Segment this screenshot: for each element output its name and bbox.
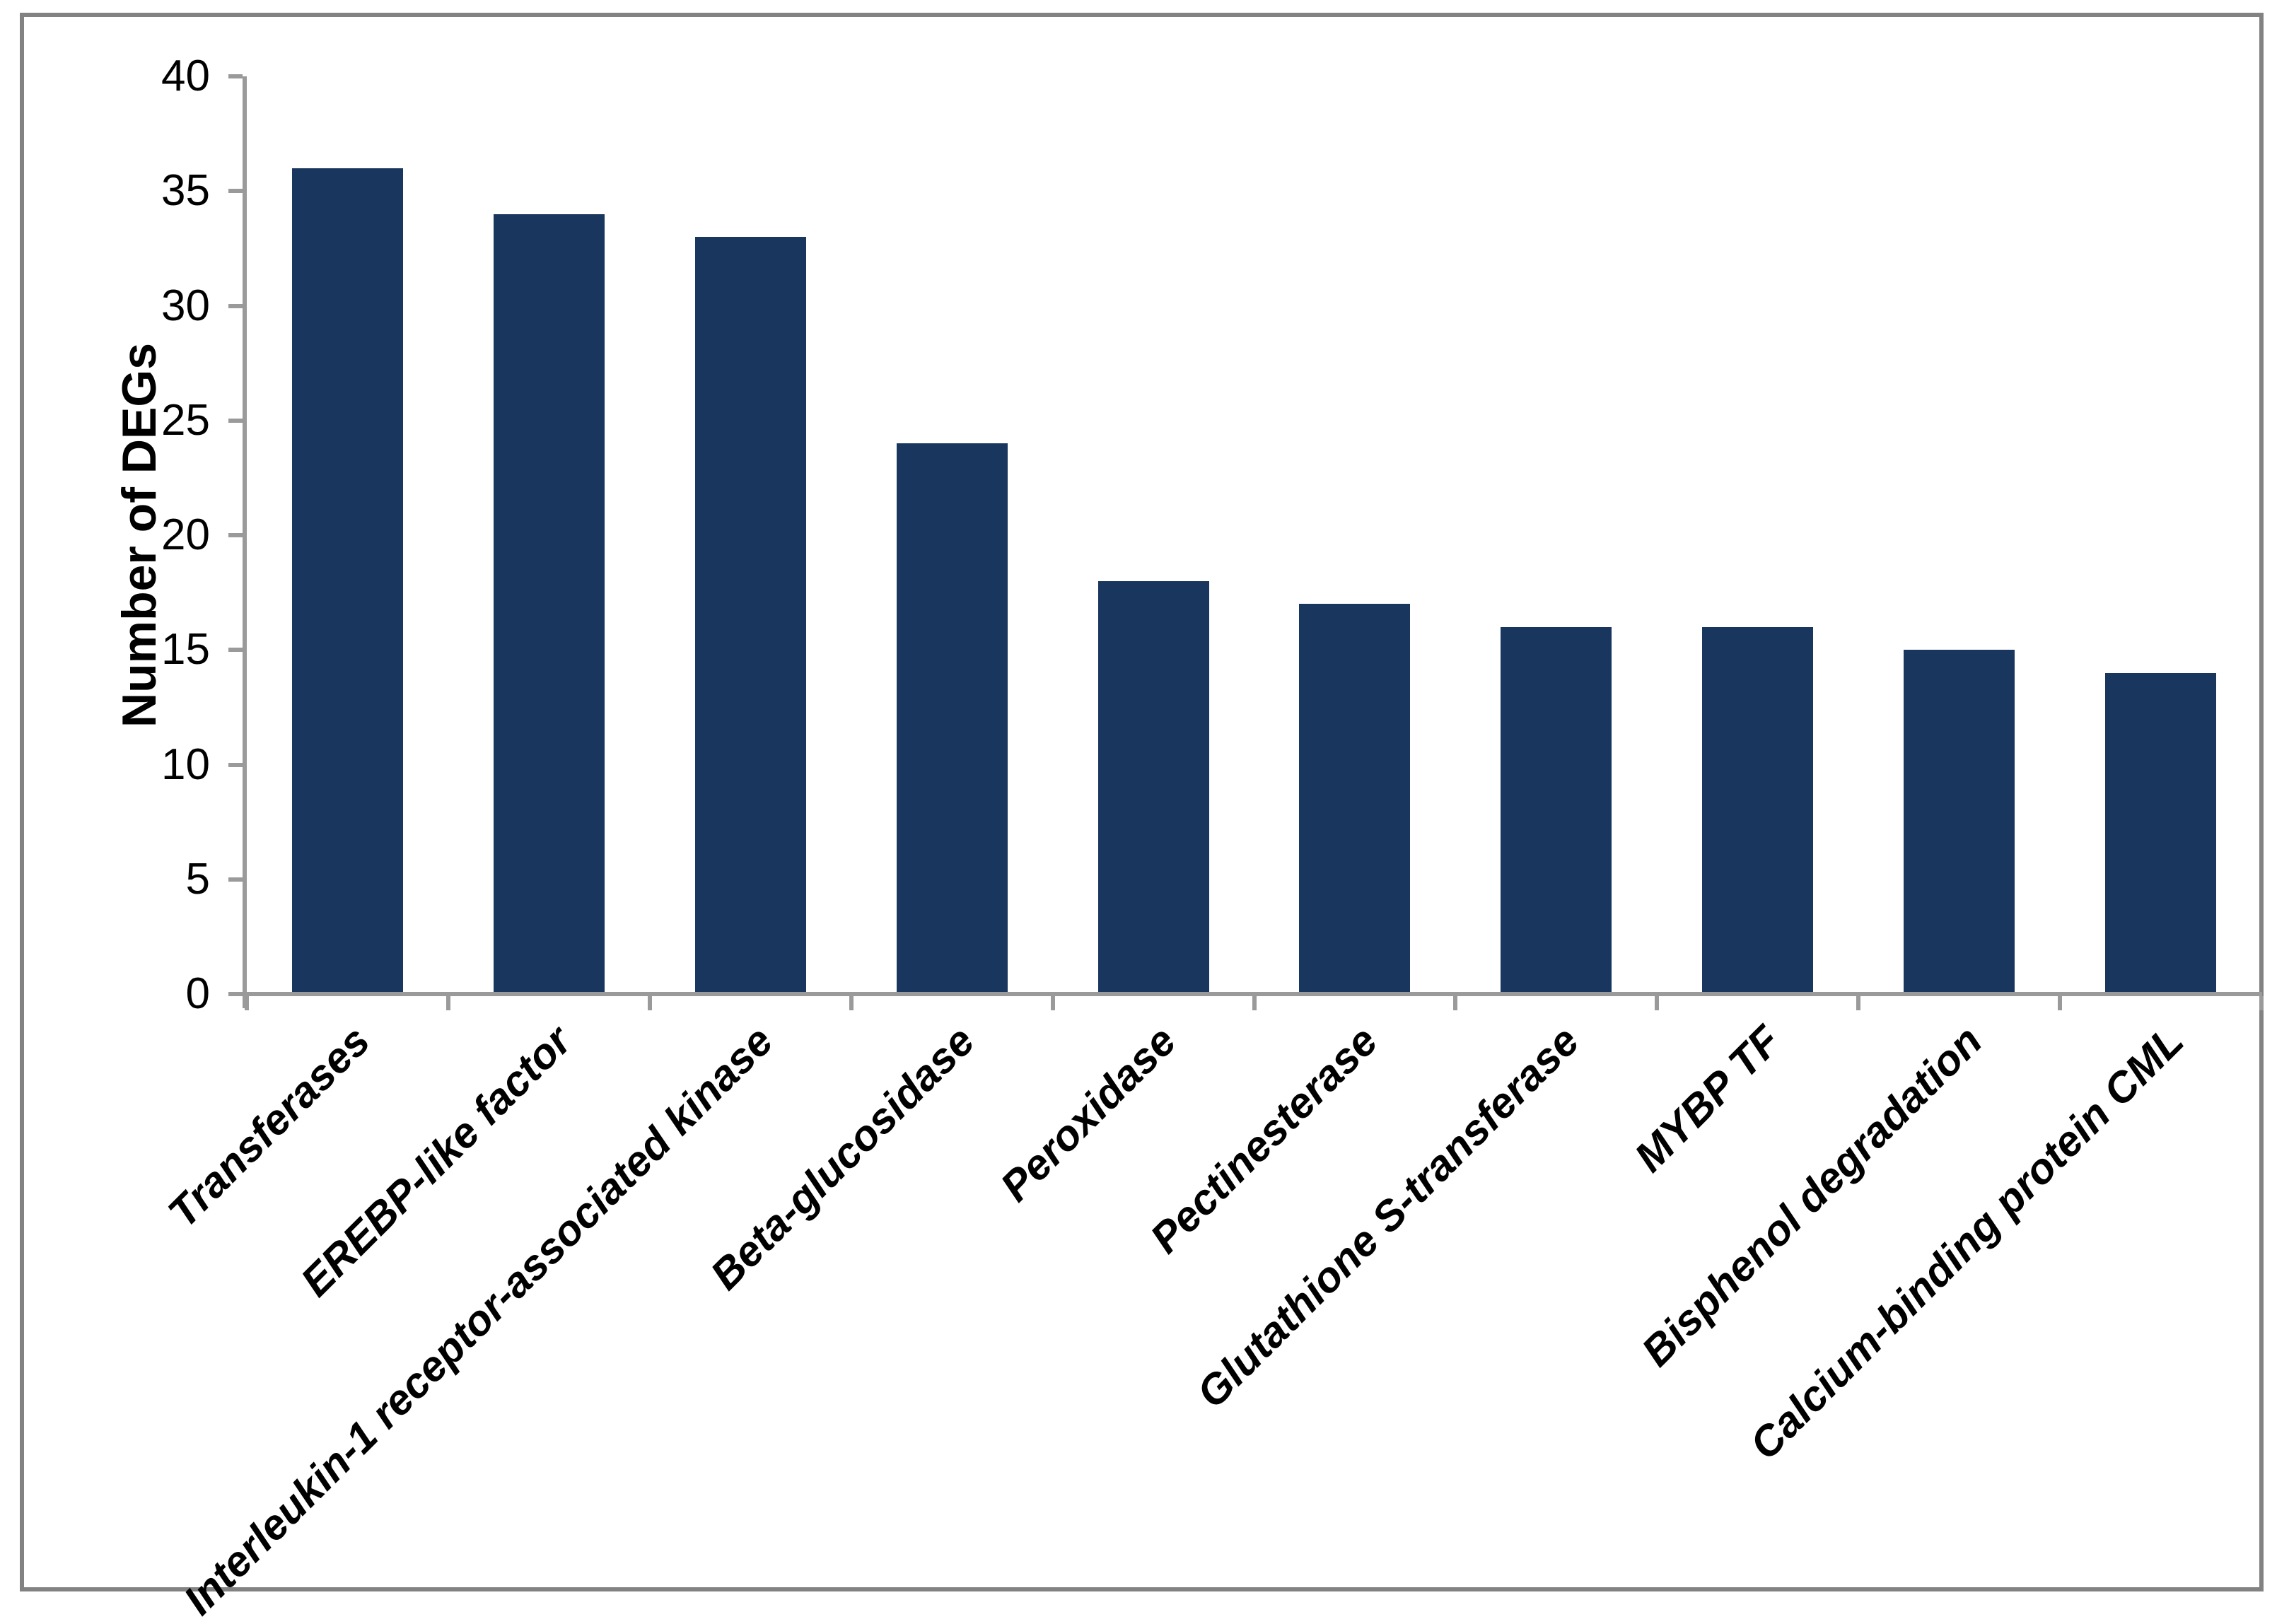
x-category-label: Transferases <box>159 1017 379 1237</box>
bar-bisphenol-degradation <box>1904 650 2015 994</box>
y-tick-mark <box>228 877 243 882</box>
bar-mybp-tf <box>1702 626 1814 994</box>
bar-beta-glucosidase <box>896 443 1008 994</box>
x-tick-mark <box>1453 996 1458 1010</box>
bar-peroxidase <box>1097 580 1209 994</box>
y-tick-mark <box>228 992 243 996</box>
y-tick-mark <box>228 762 243 767</box>
x-tick-mark <box>245 996 249 1010</box>
y-tick-label: 25 <box>161 395 210 445</box>
x-category-label: Bisphenol degradation <box>1632 1017 1991 1376</box>
y-axis-line <box>243 76 247 1008</box>
x-tick-mark <box>849 996 854 1010</box>
y-tick-mark <box>228 648 243 653</box>
bar-pectinesterase <box>1299 604 1411 994</box>
chart-frame: 0 5 10 15 20 25 30 35 40 Transferases EREBP-like … <box>20 13 2264 1624</box>
x-category-label: Calcium-binding protein CML <box>1740 1017 2193 1469</box>
x-category-label: Peroxidase <box>991 1017 1185 1210</box>
bar-transferases <box>291 168 403 994</box>
bar-calcium-binding-protein-cml <box>2105 672 2217 994</box>
x-tick-mark <box>2259 996 2264 1010</box>
x-tick-mark <box>1050 996 1055 1010</box>
y-tick-label: 35 <box>161 166 210 216</box>
y-tick-label: 0 <box>185 969 210 1018</box>
x-tick-mark <box>2058 996 2063 1010</box>
y-tick-label: 30 <box>161 281 210 330</box>
y-axis-title: Number of DEGs <box>112 342 166 728</box>
x-tick-mark <box>1655 996 1660 1010</box>
y-tick-mark <box>228 74 243 78</box>
y-tick-label: 10 <box>161 740 210 789</box>
y-tick-mark <box>228 303 243 308</box>
bar-glutathione-s-transferase <box>1501 626 1612 994</box>
y-tick-mark <box>228 418 243 423</box>
y-tick-label: 5 <box>185 854 210 904</box>
x-tick-mark <box>445 996 450 1010</box>
x-axis-line <box>228 992 2262 996</box>
x-tick-mark <box>1252 996 1257 1010</box>
y-tick-mark <box>228 189 243 194</box>
x-tick-mark <box>1856 996 1861 1010</box>
x-category-label: Glutathione S-transferase <box>1187 1017 1588 1418</box>
plot-area: 0 5 10 15 20 25 30 35 40 Transferases EREBP-like … <box>112 54 2264 1624</box>
y-tick-label: 40 <box>161 52 210 100</box>
y-tick-label: 15 <box>161 625 210 674</box>
bar-erebp-like-factor <box>493 214 605 994</box>
x-category-label: MYBP TF <box>1625 1017 1790 1181</box>
bar-interleukin-1-receptor-associated-kinase <box>694 237 806 994</box>
y-tick-label: 20 <box>161 510 210 559</box>
y-tick-mark <box>228 533 243 537</box>
x-tick-mark <box>647 996 652 1010</box>
